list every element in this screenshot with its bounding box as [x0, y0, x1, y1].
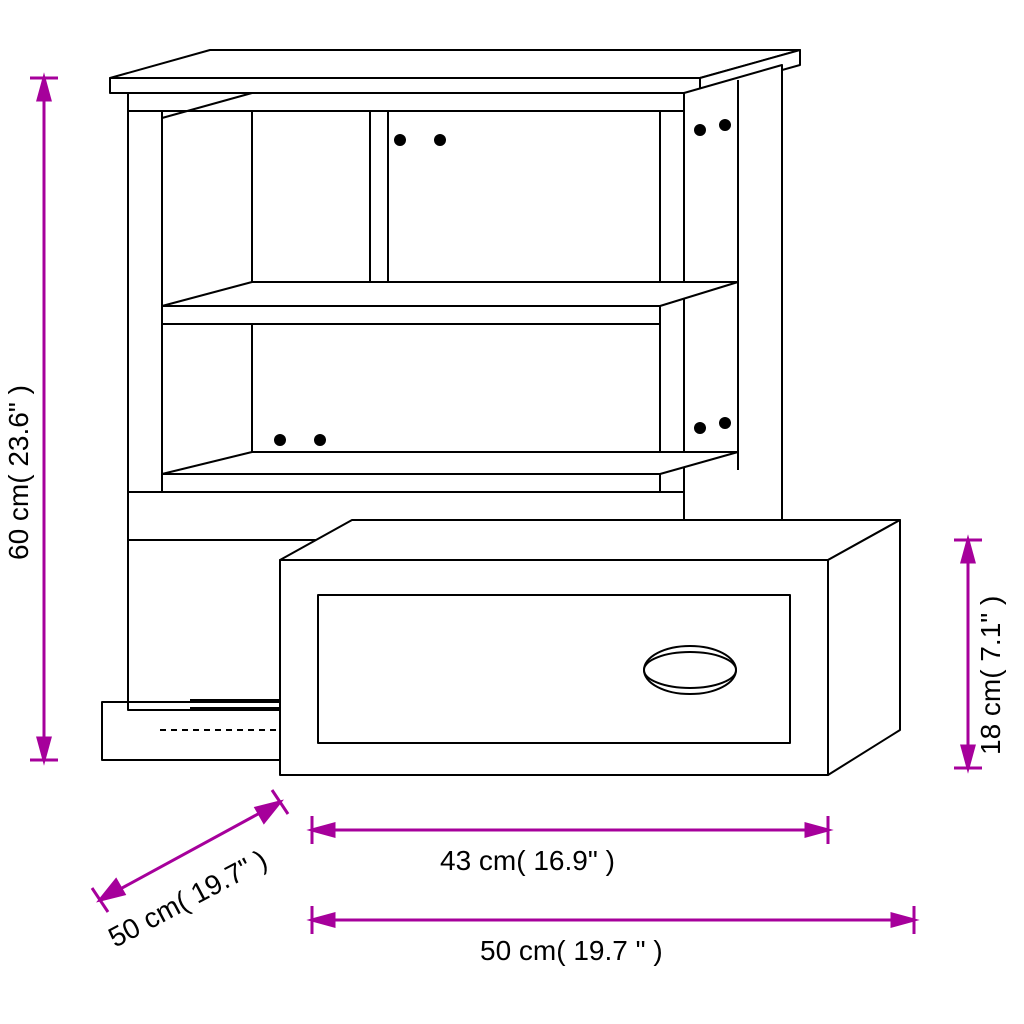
furniture-dimension-diagram: 60 cm( 23.6" ) 18 cm( 7.1" ) 50 cm( 19.7…	[0, 0, 1024, 1024]
dimension-width	[312, 906, 914, 934]
dimension-drawer-width	[312, 816, 828, 844]
label-drawer-width: 43 cm( 16.9" )	[440, 845, 615, 876]
label-drawer-height: 18 cm( 7.1" )	[975, 596, 1006, 755]
label-height: 60 cm( 23.6" )	[3, 385, 34, 560]
drawer	[280, 520, 900, 775]
label-width: 50 cm( 19.7 " )	[480, 935, 663, 966]
dimension-height	[30, 78, 58, 760]
cabinet-line-art	[102, 50, 900, 775]
label-depth: 50 cm( 19.7" )	[103, 844, 272, 953]
